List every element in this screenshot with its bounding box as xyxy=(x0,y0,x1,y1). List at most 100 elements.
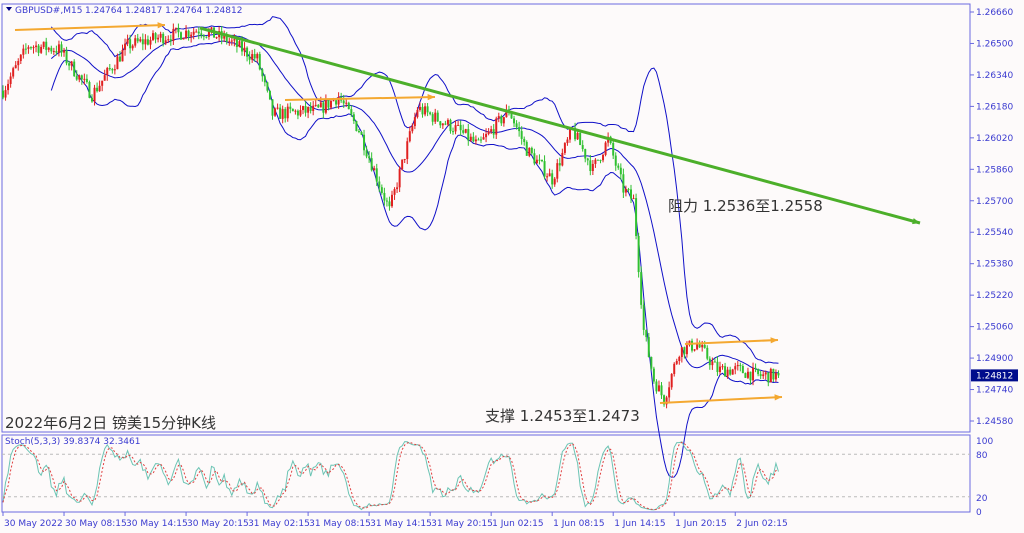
candle-body xyxy=(563,143,566,153)
candle-body xyxy=(162,33,165,44)
candle-body xyxy=(576,132,579,140)
candle-body xyxy=(22,48,25,55)
candle-body xyxy=(721,366,724,368)
candle-body xyxy=(129,39,132,49)
candle-body xyxy=(235,39,238,47)
candle-body xyxy=(352,114,355,122)
candle-body xyxy=(111,69,114,71)
candle-body xyxy=(174,27,177,29)
candle-body xyxy=(691,340,694,351)
candle-body xyxy=(599,159,602,161)
candle-body xyxy=(98,85,101,92)
candle-body xyxy=(467,129,470,141)
candle-body xyxy=(274,108,277,116)
candle-body xyxy=(497,116,500,119)
candle-body xyxy=(401,159,404,170)
bb-lower-line xyxy=(50,40,779,478)
resistance-trendline xyxy=(199,26,921,225)
candle-body xyxy=(492,129,495,135)
range-bottom-arrow-head xyxy=(774,394,782,401)
candle-body xyxy=(673,363,676,374)
candle-body xyxy=(617,165,620,168)
candle-body xyxy=(696,344,699,350)
range-arrow-1 xyxy=(14,24,166,31)
current-price-label: 1.24812 xyxy=(976,371,1013,381)
candle-body xyxy=(734,366,737,370)
candle-body xyxy=(446,119,449,125)
candle-body xyxy=(307,106,310,113)
candle-body xyxy=(586,158,589,161)
candle-body xyxy=(195,31,198,33)
candle-body xyxy=(144,39,147,45)
candle-body xyxy=(680,347,683,357)
candle-body xyxy=(706,347,709,359)
candle-body xyxy=(93,87,96,102)
x-tick-label: 31 May 20:15 xyxy=(431,519,493,529)
main-pane xyxy=(1,3,971,433)
candle-body xyxy=(373,168,376,171)
candle-body xyxy=(708,358,711,366)
y-tick-label: 1.24580 xyxy=(976,417,1013,427)
candle-body xyxy=(701,344,704,348)
candle-body xyxy=(317,104,320,108)
candle-body xyxy=(378,181,381,188)
stoch-tick-label: 20 xyxy=(976,494,988,504)
candle-body xyxy=(230,40,233,42)
header-ohlc: 1.24764 1.24817 1.24764 1.24812 xyxy=(85,6,242,16)
candle-body xyxy=(711,361,714,366)
candle-body xyxy=(683,347,686,355)
x-tick-label: 30 May 20:15 xyxy=(187,519,249,529)
candle-body xyxy=(103,75,106,81)
candle-body xyxy=(332,100,335,102)
candle-body xyxy=(29,47,32,49)
candle-body xyxy=(619,167,622,175)
candle-body xyxy=(172,28,175,41)
candle-body xyxy=(246,47,249,57)
candle-body xyxy=(551,173,554,185)
candle-body xyxy=(396,187,399,190)
range-top-arrow xyxy=(684,339,779,345)
candle-body xyxy=(24,48,27,50)
candle-body xyxy=(205,36,208,38)
candle-body xyxy=(541,159,544,162)
candle-body xyxy=(368,156,371,159)
y-tick-label: 1.24740 xyxy=(976,386,1013,396)
candle-body xyxy=(441,123,444,126)
candle-body xyxy=(477,139,480,141)
candle-body xyxy=(459,124,462,131)
candle-body xyxy=(90,97,93,102)
candle-body xyxy=(355,121,358,132)
candle-body xyxy=(185,30,188,39)
candle-body xyxy=(243,47,246,52)
candle-body xyxy=(574,127,577,140)
range-arrow-1-head xyxy=(157,22,165,29)
x-tick-label: 1 Jun 02:15 xyxy=(492,519,543,529)
candle-body xyxy=(139,39,142,42)
collapse-arrow-icon[interactable] xyxy=(6,7,12,11)
candle-body xyxy=(83,78,86,80)
candle-body xyxy=(500,116,503,124)
header-symbol: GBPUSD#,M15 xyxy=(15,6,82,16)
candle-body xyxy=(108,68,111,70)
candle-body xyxy=(703,344,706,348)
candle-body xyxy=(561,152,564,166)
candle-body xyxy=(12,68,15,77)
x-tick-label: 30 May 08:15 xyxy=(65,519,127,529)
candle-body xyxy=(37,45,40,53)
candle-body xyxy=(624,188,627,193)
candle-body xyxy=(45,41,48,50)
candle-body xyxy=(398,169,401,188)
candle-body xyxy=(510,112,513,119)
candle-body xyxy=(215,37,218,39)
candle-body xyxy=(177,27,180,33)
candle-body xyxy=(774,373,777,380)
candle-body xyxy=(452,131,455,133)
candle-body xyxy=(472,136,475,142)
candle-body xyxy=(693,349,696,351)
candle-body xyxy=(416,109,419,118)
candle-body xyxy=(731,369,734,375)
candle-body xyxy=(426,106,429,113)
candle-body xyxy=(716,361,719,373)
candle-body xyxy=(530,147,533,154)
